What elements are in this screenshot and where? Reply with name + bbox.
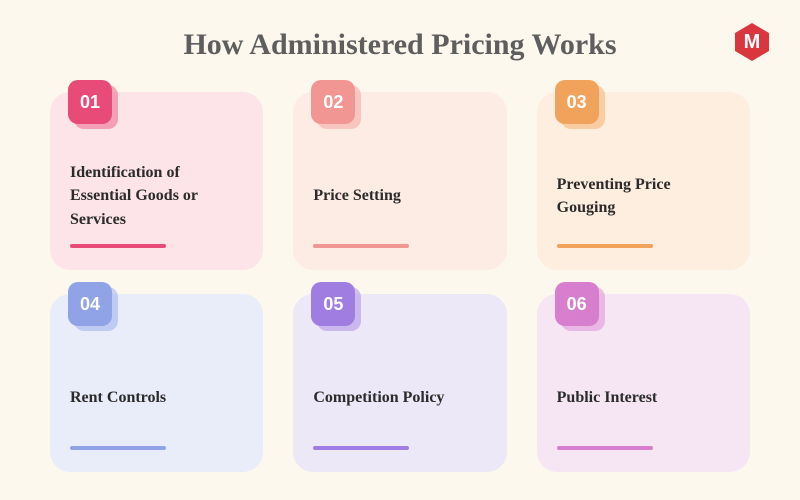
card-number-badge: 06 <box>555 282 599 326</box>
card-label: Price Setting <box>313 148 486 244</box>
card-05: 05 Competition Policy <box>293 294 506 472</box>
card-underline <box>557 244 653 248</box>
card-label: Rent Controls <box>70 350 243 446</box>
card-02: 02 Price Setting <box>293 92 506 270</box>
card-number: 03 <box>567 92 587 113</box>
logo-letter: M <box>744 31 761 54</box>
card-grid: 01 Identification of Essential Goods or … <box>50 92 750 472</box>
card-label: Identification of Essential Goods or Ser… <box>70 148 243 244</box>
card-01: 01 Identification of Essential Goods or … <box>50 92 263 270</box>
card-number-badge: 05 <box>311 282 355 326</box>
card-04: 04 Rent Controls <box>50 294 263 472</box>
card-underline <box>70 446 166 450</box>
card-number-badge: 03 <box>555 80 599 124</box>
card-number: 05 <box>323 294 343 315</box>
brand-logo: M <box>732 22 772 62</box>
card-underline <box>313 446 409 450</box>
hexagon-icon: M <box>732 22 772 62</box>
card-number-badge: 01 <box>68 80 112 124</box>
card-number: 01 <box>80 92 100 113</box>
card-06: 06 Public Interest <box>537 294 750 472</box>
infographic-page: M How Administered Pricing Works 01 Iden… <box>0 0 800 500</box>
card-underline <box>70 244 166 248</box>
card-label: Preventing Price Gouging <box>557 148 730 244</box>
card-underline <box>557 446 653 450</box>
card-number-badge: 02 <box>311 80 355 124</box>
card-underline <box>313 244 409 248</box>
page-title: How Administered Pricing Works <box>50 28 750 62</box>
card-03: 03 Preventing Price Gouging <box>537 92 750 270</box>
card-label: Competition Policy <box>313 350 486 446</box>
card-label: Public Interest <box>557 350 730 446</box>
card-number-badge: 04 <box>68 282 112 326</box>
card-number: 02 <box>323 92 343 113</box>
card-number: 04 <box>80 294 100 315</box>
card-number: 06 <box>567 294 587 315</box>
